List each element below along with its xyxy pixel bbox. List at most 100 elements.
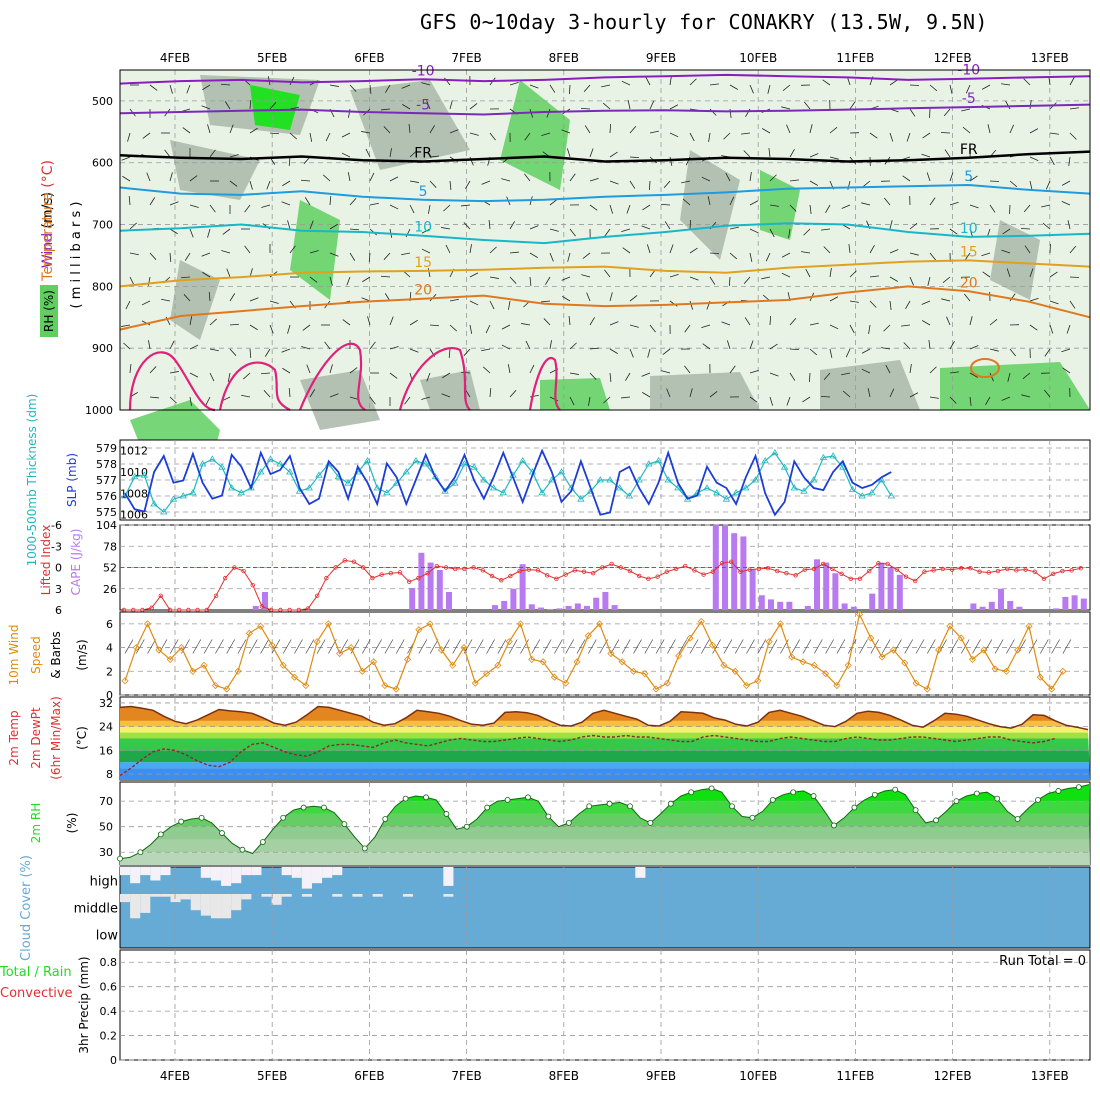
thickness-point bbox=[266, 455, 275, 462]
wind-speed-point bbox=[709, 641, 717, 649]
lifted-index-point bbox=[637, 573, 642, 579]
wind-barb bbox=[184, 252, 191, 261]
wind-barb bbox=[349, 252, 356, 261]
wind-barb bbox=[829, 156, 839, 160]
lifted-index-point bbox=[857, 576, 863, 582]
wind-barb bbox=[361, 131, 371, 134]
wind-barb bbox=[149, 252, 157, 260]
wind-barb bbox=[989, 319, 998, 326]
thickness-point bbox=[286, 468, 294, 475]
wind-speed-point bbox=[370, 658, 378, 666]
wind-barb bbox=[365, 148, 371, 158]
rh-region bbox=[540, 378, 610, 410]
wind-barb bbox=[584, 125, 591, 134]
lifted-index-point bbox=[158, 593, 163, 599]
wind-barb bbox=[281, 348, 291, 353]
lifted-index-point bbox=[241, 568, 246, 574]
wind-barb bbox=[867, 388, 871, 398]
surface-wind-barb bbox=[282, 639, 292, 654]
wind-barb bbox=[287, 220, 291, 230]
wind-barb bbox=[768, 148, 771, 158]
wind-barb bbox=[409, 348, 419, 353]
wind-barb bbox=[589, 317, 595, 326]
top-date-label: 12FEB bbox=[934, 51, 972, 65]
wind-barb bbox=[389, 372, 398, 379]
wind-barb bbox=[1049, 156, 1055, 166]
lifted-index-point bbox=[986, 570, 991, 575]
wind-barb bbox=[362, 276, 371, 283]
surface-wind-barb bbox=[418, 639, 428, 654]
wind-barb bbox=[965, 84, 971, 94]
rh-point bbox=[606, 800, 613, 807]
surface-wind-barb bbox=[384, 639, 394, 654]
wind-barb bbox=[469, 324, 473, 334]
cape-bar bbox=[804, 605, 811, 610]
wind-barb bbox=[1009, 124, 1015, 134]
wind-barb bbox=[729, 196, 735, 206]
wind-barb bbox=[289, 245, 296, 254]
rh-region bbox=[350, 80, 470, 170]
wind-barb bbox=[786, 396, 791, 406]
thickness-ylabel: 1000-500mb Thickness (dm) bbox=[25, 394, 39, 567]
isotherm-label: 5 bbox=[964, 169, 973, 185]
rh-point bbox=[198, 814, 205, 821]
rh-region bbox=[940, 362, 1090, 410]
middle-cloud-gap bbox=[160, 894, 171, 897]
wind-barb bbox=[146, 172, 151, 182]
y-tick-label: 0.6 bbox=[100, 981, 118, 994]
wind-barb bbox=[508, 300, 511, 310]
wind-speed-point bbox=[550, 673, 558, 681]
wind-barb bbox=[609, 372, 612, 382]
lifted-index-point bbox=[149, 605, 154, 611]
lifted-index-point bbox=[793, 573, 798, 578]
wind-speed-point bbox=[788, 653, 796, 661]
cape-bar bbox=[740, 536, 747, 610]
wind-barb bbox=[829, 296, 839, 302]
wind-barb bbox=[209, 149, 216, 158]
wind-barb bbox=[561, 129, 571, 134]
wind-barb bbox=[629, 156, 640, 159]
wind-barb bbox=[329, 223, 338, 230]
wind-barb bbox=[1002, 228, 1011, 235]
wind-barb bbox=[489, 387, 492, 398]
wind-barb bbox=[549, 84, 556, 93]
wind-barb bbox=[969, 204, 979, 209]
wind-speed-point bbox=[923, 685, 931, 693]
cape-bar bbox=[823, 562, 830, 610]
wind-speed-point bbox=[392, 685, 400, 693]
wind-barb bbox=[849, 300, 859, 303]
wind-barb bbox=[443, 204, 451, 212]
cape-bar bbox=[547, 609, 554, 610]
wind-barb bbox=[909, 364, 912, 374]
wind-barb bbox=[288, 387, 291, 398]
wind-barb bbox=[909, 392, 919, 398]
wind-barb bbox=[409, 319, 418, 326]
wind-speed-point bbox=[132, 644, 140, 652]
y-tick-label: 579 bbox=[96, 442, 117, 455]
surface-wind-barb bbox=[339, 639, 349, 654]
chart-title: GFS 0~10day 3-hourly for CONAKRY (13.5W,… bbox=[420, 10, 988, 34]
isotherm-20-cell bbox=[970, 358, 1000, 378]
lifted-index-point bbox=[259, 604, 265, 609]
lifted-index-point bbox=[775, 568, 780, 574]
wind-barb bbox=[861, 368, 871, 374]
wind-barb bbox=[128, 195, 131, 206]
wind-barb bbox=[821, 228, 831, 231]
wind-barb bbox=[367, 316, 371, 326]
middle-cloud-gap bbox=[170, 894, 181, 903]
wind-barb bbox=[1001, 396, 1011, 401]
lifted-index-point bbox=[738, 569, 743, 574]
cape-bar bbox=[1071, 595, 1078, 610]
top-date-label: 6FEB bbox=[354, 51, 384, 65]
wind-speed-point bbox=[324, 620, 332, 628]
wind-barb bbox=[481, 180, 491, 185]
rh-region bbox=[820, 360, 920, 410]
wind-speed-point bbox=[483, 670, 491, 678]
wind-barb bbox=[349, 228, 360, 231]
top-date-label: 7FEB bbox=[451, 51, 481, 65]
surface-wind-barb bbox=[621, 639, 631, 654]
wind-barb bbox=[301, 346, 311, 350]
y-tick-label: 0 bbox=[106, 689, 113, 702]
rh-point bbox=[219, 830, 225, 836]
high-cloud-gap bbox=[200, 867, 211, 878]
